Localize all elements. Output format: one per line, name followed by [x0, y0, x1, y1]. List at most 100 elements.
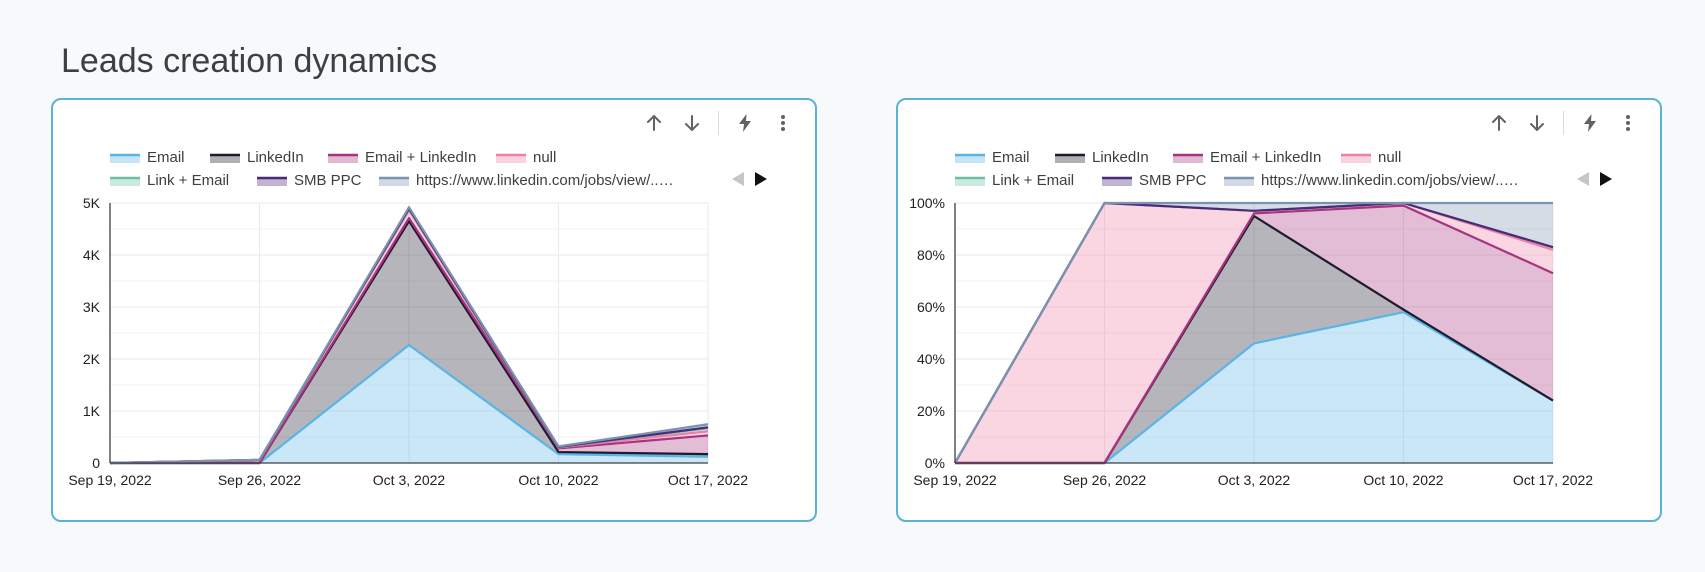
chart-toolbar: [636, 108, 801, 138]
legend-item-https-www-linkedin-com-jobs-view[interactable]: https://www.linkedin.com/jobs/view/..…: [379, 172, 674, 189]
legend-label: SMB PPC: [1139, 172, 1207, 189]
line-https-www-linkedin-com-jobs-view: [109, 206, 709, 465]
y-tick-label: 0%: [925, 455, 945, 471]
legend-swatch: [257, 178, 287, 186]
legend-swatch: [1055, 155, 1085, 163]
chart-card-percent[interactable]: 0% 20% 40% 60% 80% 100% Sep 19, 2022 Sep 26, 20…: [896, 98, 1662, 522]
legend-label: Link + Email: [147, 172, 229, 189]
y-tick-label: 4K: [83, 247, 101, 263]
more-vert-icon: [1626, 115, 1630, 131]
legend-swatch: [496, 155, 526, 163]
lightning-icon: [739, 114, 751, 132]
legend-label: Email: [992, 149, 1030, 166]
sort-ascending-button[interactable]: [636, 108, 672, 138]
arrow-up-icon: [1492, 115, 1506, 131]
legend-swatch: [110, 178, 140, 186]
series-areas: [955, 203, 1553, 463]
legend-prev-button[interactable]: [732, 172, 744, 186]
legend-swatch: [955, 178, 985, 186]
legend-swatch: [1102, 178, 1132, 186]
lightning-icon: [1584, 114, 1596, 132]
legend-item-https-www-linkedin-com-jobs-view[interactable]: https://www.linkedin.com/jobs/view/..…: [1224, 172, 1519, 189]
sort-ascending-button[interactable]: [1481, 108, 1517, 138]
x-tick-label: Sep 19, 2022: [913, 472, 997, 488]
legend-item-smb-ppc[interactable]: SMB PPC: [257, 172, 362, 189]
x-tick-label: Oct 17, 2022: [668, 472, 748, 488]
more-options-button[interactable]: [765, 108, 801, 138]
legend-swatch: [110, 155, 140, 163]
legend-swatch: [210, 155, 240, 163]
more-options-button[interactable]: [1610, 108, 1646, 138]
area-email: [110, 344, 708, 463]
legend-label: Email + LinkedIn: [1210, 149, 1321, 166]
legend-item-smb-ppc[interactable]: SMB PPC: [1102, 172, 1207, 189]
arrow-down-icon: [685, 115, 699, 131]
chevron-left-icon: [1577, 172, 1589, 186]
legend-label: https://www.linkedin.com/jobs/view/..…: [1261, 172, 1519, 189]
legend-swatch: [379, 178, 409, 186]
legend-item-email-linkedin[interactable]: Email + LinkedIn: [328, 149, 476, 166]
chart-legend: Email LinkedIn Email + LinkedIn null Link + …: [110, 149, 767, 189]
legend-label: SMB PPC: [294, 172, 362, 189]
legend-label: LinkedIn: [1092, 149, 1149, 166]
legend-item-email[interactable]: Email: [955, 149, 1030, 166]
legend-item-email-linkedin[interactable]: Email + LinkedIn: [1173, 149, 1321, 166]
area-null: [955, 203, 1553, 463]
chevron-left-icon: [732, 172, 744, 186]
x-tick-label: Sep 26, 2022: [1063, 472, 1147, 488]
legend-prev-button[interactable]: [1577, 172, 1589, 186]
x-tick-label: Oct 3, 2022: [373, 472, 446, 488]
legend-label: null: [533, 149, 556, 166]
legend-swatch: [1341, 155, 1371, 163]
y-tick-label: 100%: [909, 195, 945, 211]
legend-item-link-email[interactable]: Link + Email: [110, 172, 229, 189]
toolbar-divider: [718, 111, 719, 135]
legend-swatch: [1173, 155, 1203, 163]
x-tick-label: Oct 10, 2022: [1363, 472, 1443, 488]
x-tick-label: Sep 26, 2022: [218, 472, 302, 488]
x-tick-label: Oct 17, 2022: [1513, 472, 1593, 488]
legend-label: https://www.linkedin.com/jobs/view/..…: [416, 172, 674, 189]
arrow-down-icon: [1530, 115, 1544, 131]
chevron-right-icon: [755, 172, 767, 186]
chart-card-absolute[interactable]: 0 1K 2K 3K 4K 5K Sep 19, 2022 Sep 26, 2022 Oct 3…: [51, 98, 817, 522]
legend-label: LinkedIn: [247, 149, 304, 166]
area-email-linkedin: [955, 205, 1553, 463]
legend-swatch: [1224, 178, 1254, 186]
legend-item-email[interactable]: Email: [110, 149, 185, 166]
stacked-area-chart-percent: 0% 20% 40% 60% 80% 100% Sep 19, 2022 Sep 26, 20…: [909, 149, 1612, 488]
y-tick-label: 1K: [83, 403, 101, 419]
sort-descending-button[interactable]: [1519, 108, 1555, 138]
legend-next-button[interactable]: [755, 172, 767, 186]
x-tick-label: Sep 19, 2022: [68, 472, 152, 488]
chart-toolbar: [1481, 108, 1646, 138]
y-tick-label: 2K: [83, 351, 101, 367]
explore-button[interactable]: [1572, 108, 1608, 138]
sort-descending-button[interactable]: [674, 108, 710, 138]
line-https-www-linkedin-com-jobs-view: [954, 201, 1553, 464]
legend-next-button[interactable]: [1600, 172, 1612, 186]
area-linkedin: [955, 216, 1553, 463]
chevron-right-icon: [1600, 172, 1612, 186]
legend-swatch: [328, 155, 358, 163]
legend-item-link-email[interactable]: Link + Email: [955, 172, 1074, 189]
legend-label: Email: [147, 149, 185, 166]
legend-item-null[interactable]: null: [496, 149, 556, 166]
page-title: Leads creation dynamics: [61, 42, 438, 80]
arrow-up-icon: [647, 115, 661, 131]
more-vert-icon: [781, 115, 785, 131]
y-tick-label: 20%: [917, 403, 945, 419]
area-email: [955, 312, 1553, 463]
legend-item-linkedin[interactable]: LinkedIn: [1055, 149, 1149, 166]
chart-legend: Email LinkedIn Email + LinkedIn null Link + …: [955, 149, 1612, 189]
y-tick-label: 40%: [917, 351, 945, 367]
stacked-area-chart-counts: 0 1K 2K 3K 4K 5K Sep 19, 2022 Sep 26, 2022 Oct 3…: [68, 149, 767, 488]
legend-label: Link + Email: [992, 172, 1074, 189]
x-tick-label: Oct 3, 2022: [1218, 472, 1291, 488]
y-tick-label: 3K: [83, 299, 101, 315]
legend-item-linkedin[interactable]: LinkedIn: [210, 149, 304, 166]
series-areas: [110, 207, 708, 463]
legend-item-null[interactable]: null: [1341, 149, 1401, 166]
explore-button[interactable]: [727, 108, 763, 138]
legend-swatch: [955, 155, 985, 163]
